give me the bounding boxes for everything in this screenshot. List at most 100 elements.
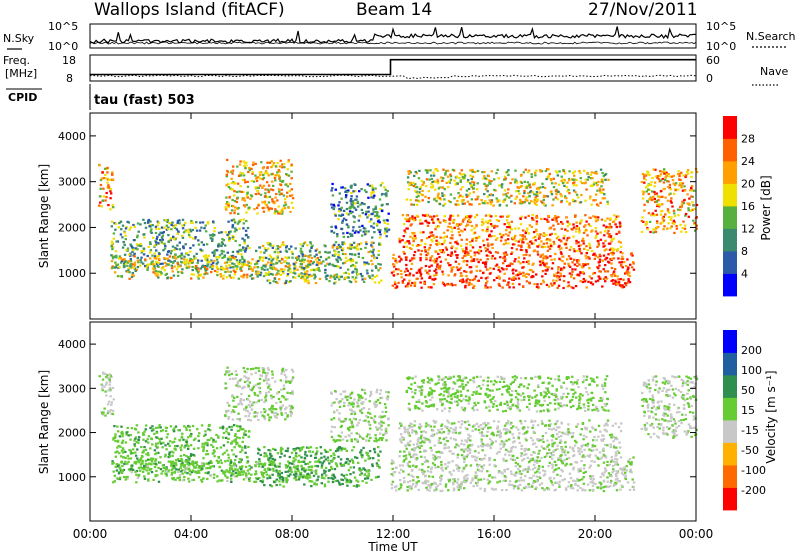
echo-cell bbox=[376, 211, 379, 214]
echo-cell bbox=[129, 468, 133, 471]
echo-cell bbox=[657, 195, 660, 198]
echo-cell bbox=[497, 268, 500, 272]
echo-cell bbox=[347, 268, 350, 271]
echo-cell bbox=[262, 275, 266, 278]
echo-cell bbox=[530, 269, 533, 272]
echo-cell bbox=[428, 178, 431, 181]
echo-cell bbox=[376, 453, 380, 456]
echo-cell bbox=[463, 252, 467, 255]
echo-cell bbox=[587, 175, 590, 179]
echo-cell bbox=[131, 246, 134, 249]
echo-cell bbox=[537, 188, 540, 191]
echo-cell bbox=[598, 270, 601, 273]
echo-cell bbox=[692, 219, 695, 222]
echo-cell bbox=[235, 424, 239, 427]
echo-cell bbox=[101, 384, 104, 387]
echo-cell bbox=[677, 208, 680, 211]
echo-cell bbox=[155, 262, 159, 265]
echo-cell bbox=[277, 251, 280, 254]
echo-cell bbox=[254, 193, 258, 196]
echo-cell bbox=[287, 269, 290, 272]
echo-cell bbox=[130, 466, 133, 469]
echo-cell bbox=[306, 276, 309, 279]
echo-cell bbox=[128, 228, 131, 231]
echo-cell bbox=[526, 242, 529, 245]
echo-cell bbox=[143, 468, 146, 471]
echo-cell bbox=[240, 265, 244, 268]
echo-cell bbox=[307, 468, 311, 471]
echo-cell bbox=[202, 464, 205, 468]
echo-cell bbox=[114, 255, 117, 258]
echo-cell bbox=[540, 254, 543, 257]
echo-cell bbox=[318, 458, 321, 461]
echo-cell bbox=[498, 199, 501, 202]
echo-cell bbox=[154, 272, 157, 275]
echo-cell bbox=[612, 270, 616, 273]
echo-cell bbox=[267, 368, 270, 371]
echo-cell bbox=[334, 253, 337, 256]
echo-cell bbox=[257, 418, 260, 422]
echo-cell bbox=[212, 220, 215, 223]
echo-cell bbox=[289, 392, 292, 395]
echo-cell bbox=[695, 170, 699, 174]
echo-cell bbox=[246, 379, 249, 382]
echo-cell bbox=[158, 440, 162, 443]
echo-cell bbox=[221, 425, 225, 428]
echo-cell bbox=[105, 191, 108, 195]
echo-cell bbox=[535, 187, 539, 190]
echo-cell bbox=[612, 237, 616, 240]
echo-cell bbox=[176, 219, 180, 223]
echo-cell bbox=[184, 469, 187, 472]
echo-cell bbox=[319, 261, 322, 264]
echo-cell bbox=[543, 186, 547, 190]
echo-cell bbox=[571, 172, 575, 175]
echo-cell bbox=[236, 250, 239, 253]
echo-cell bbox=[434, 268, 438, 271]
echo-cell bbox=[224, 460, 227, 463]
echo-cell bbox=[565, 216, 568, 219]
echo-cell bbox=[210, 443, 213, 447]
echo-cell bbox=[259, 251, 263, 254]
echo-cell bbox=[134, 454, 138, 457]
echo-cell bbox=[377, 269, 380, 272]
echo-cell bbox=[304, 278, 307, 281]
echo-cell bbox=[367, 206, 370, 209]
echo-cell bbox=[545, 242, 549, 245]
echo-cell bbox=[346, 231, 349, 234]
echo-cell bbox=[117, 463, 121, 466]
echo-cell bbox=[460, 238, 463, 241]
echo-cell bbox=[174, 447, 177, 450]
echo-cell bbox=[268, 419, 271, 422]
echo-cell bbox=[342, 217, 346, 220]
echo-cell bbox=[534, 174, 537, 177]
echo-cell bbox=[511, 282, 515, 285]
echo-cell bbox=[247, 236, 250, 239]
echo-cell bbox=[474, 216, 477, 219]
echo-cell bbox=[447, 262, 450, 265]
echo-cell bbox=[147, 462, 151, 465]
echo-cell bbox=[242, 174, 246, 177]
echo-cell bbox=[215, 266, 219, 269]
echo-cell bbox=[562, 170, 565, 173]
echo-cell bbox=[597, 240, 600, 243]
echo-cell bbox=[365, 210, 368, 213]
echo-cell bbox=[152, 236, 155, 239]
echo-cell bbox=[579, 271, 582, 275]
echo-cell bbox=[318, 251, 321, 254]
echo-cell bbox=[281, 395, 284, 398]
echo-cell bbox=[288, 248, 291, 251]
echo-cell bbox=[276, 392, 279, 395]
echo-cell bbox=[140, 256, 143, 259]
echo-cell bbox=[180, 257, 183, 260]
echo-cell bbox=[181, 224, 184, 227]
echo-cell bbox=[239, 425, 242, 428]
echo-cell bbox=[624, 272, 627, 275]
echo-cell bbox=[248, 265, 251, 268]
echo-cell bbox=[333, 264, 336, 268]
echo-cell bbox=[493, 178, 496, 181]
echo-cell bbox=[545, 283, 549, 286]
echo-cell bbox=[398, 255, 401, 258]
echo-cell bbox=[182, 465, 186, 468]
echo-cell bbox=[394, 286, 397, 289]
echo-cell bbox=[224, 387, 227, 390]
